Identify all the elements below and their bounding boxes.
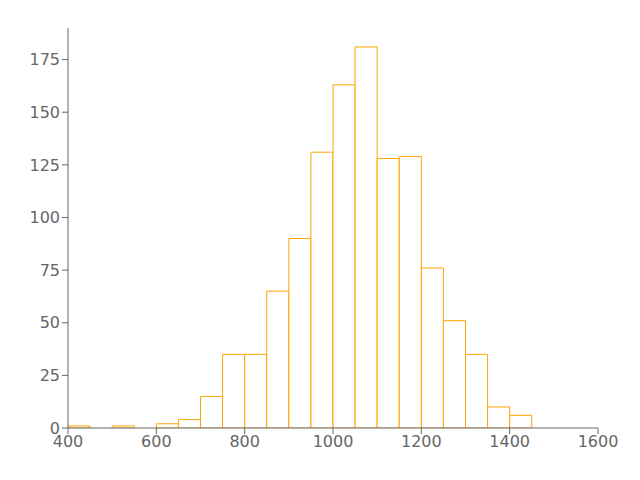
svg-text:100: 100	[29, 208, 60, 227]
svg-text:600: 600	[141, 432, 172, 451]
svg-text:75: 75	[40, 261, 60, 280]
svg-text:1200: 1200	[401, 432, 442, 451]
svg-text:1000: 1000	[313, 432, 354, 451]
svg-text:1400: 1400	[489, 432, 530, 451]
svg-text:1600: 1600	[578, 432, 619, 451]
svg-text:50: 50	[40, 313, 60, 332]
svg-text:0: 0	[50, 419, 60, 438]
svg-text:150: 150	[29, 103, 60, 122]
svg-text:125: 125	[29, 156, 60, 175]
svg-text:800: 800	[229, 432, 260, 451]
svg-text:25: 25	[40, 366, 60, 385]
svg-text:175: 175	[29, 50, 60, 69]
svg-text:400: 400	[52, 432, 84, 452]
